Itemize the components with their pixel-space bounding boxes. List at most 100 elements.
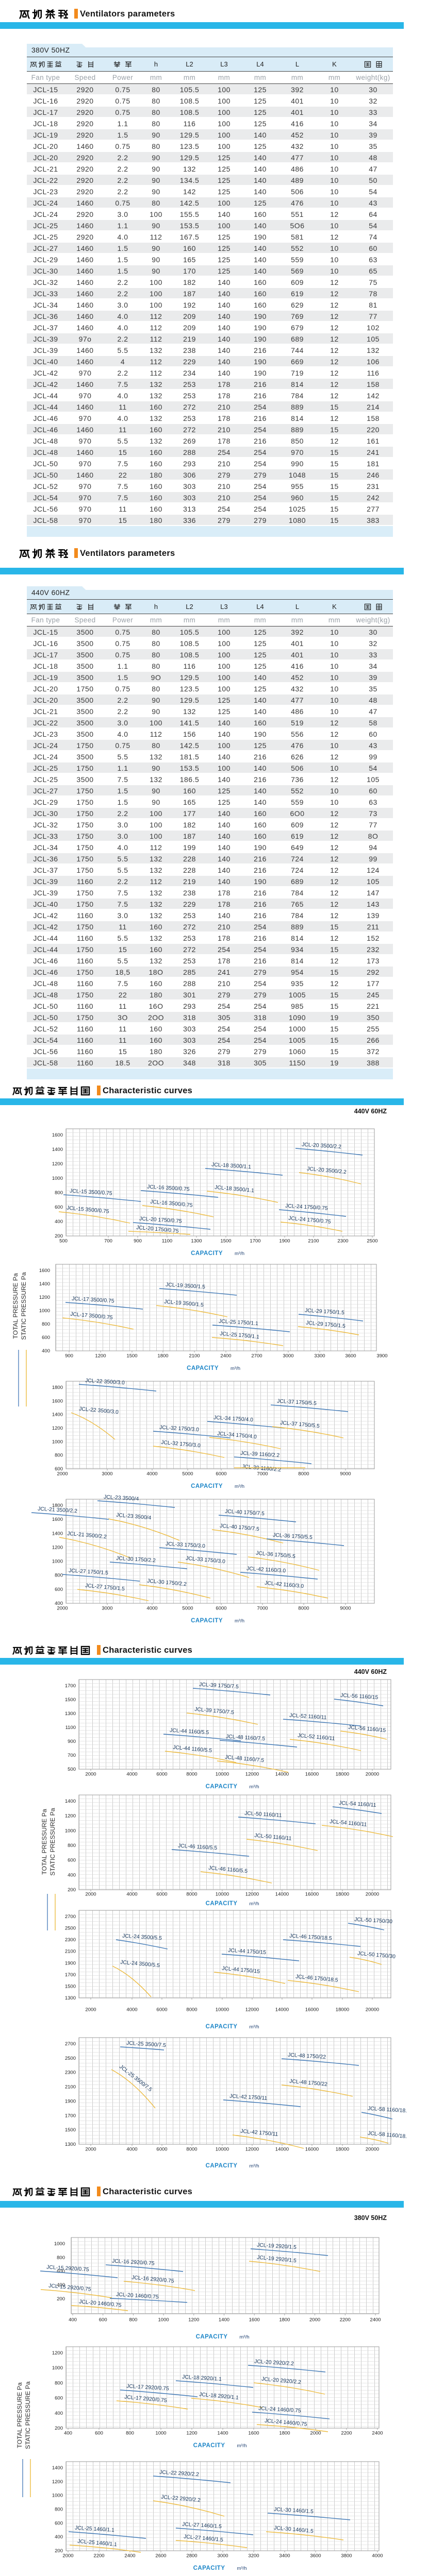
svg-text:JCL-20 3500/2.2: JCL-20 3500/2.2	[302, 1142, 342, 1150]
svg-text:1800: 1800	[157, 1353, 168, 1359]
svg-text:500: 500	[59, 1239, 68, 1244]
svg-text:2000: 2000	[310, 2431, 321, 2436]
svg-text:1000: 1000	[155, 2431, 166, 2436]
svg-text:4000: 4000	[126, 1892, 137, 1897]
svg-text:JCL-15 2920/0.75: JCL-15 2920/0.75	[46, 2265, 89, 2273]
svg-text:2300: 2300	[337, 1239, 348, 1244]
svg-text:1500: 1500	[65, 1697, 76, 1703]
svg-text:8000: 8000	[298, 1606, 309, 1612]
svg-text:2600: 2600	[155, 2553, 166, 2559]
svg-text:2700: 2700	[65, 2041, 76, 2047]
svg-text:3800: 3800	[341, 2553, 352, 2559]
svg-text:1400: 1400	[217, 2431, 228, 2436]
svg-text:JCL-29 1750/1.5: JCL-29 1750/1.5	[305, 1308, 345, 1316]
svg-text:400: 400	[55, 1601, 63, 1606]
svg-text:m³/h: m³/h	[250, 2163, 259, 2169]
svg-text:CAPACITY: CAPACITY	[206, 1901, 238, 1907]
svg-text:8000: 8000	[186, 2147, 197, 2153]
svg-text:JCL-46 1750/18.5: JCL-46 1750/18.5	[289, 1934, 332, 1942]
svg-text:1000: 1000	[52, 2493, 63, 2499]
svg-text:600: 600	[99, 2317, 107, 2323]
svg-text:JCL-17 2920/0.75: JCL-17 2920/0.75	[126, 2384, 169, 2392]
svg-text:1400: 1400	[52, 1531, 63, 1536]
svg-text:TOTAL PRESSURE Pa: TOTAL PRESSURE Pa	[41, 1809, 48, 1875]
svg-text:16000: 16000	[305, 2007, 319, 2013]
svg-text:JCL-19 2920/1.5: JCL-19 2920/1.5	[257, 2243, 297, 2251]
svg-text:18000: 18000	[336, 1892, 349, 1897]
svg-text:600: 600	[55, 1466, 63, 1472]
svg-text:JCL-30 1750/2.2: JCL-30 1750/2.2	[116, 1556, 156, 1564]
svg-text:2000: 2000	[57, 1606, 68, 1612]
svg-text:CAPACITY: CAPACITY	[193, 2443, 225, 2449]
svg-text:JCL-33 1750/3.0: JCL-33 1750/3.0	[166, 1541, 206, 1550]
svg-text:800: 800	[129, 2317, 137, 2323]
svg-text:4000: 4000	[126, 1772, 137, 1777]
svg-text:10000: 10000	[216, 2007, 229, 2013]
svg-text:1400: 1400	[219, 2317, 229, 2323]
svg-text:m³/h: m³/h	[250, 2024, 259, 2030]
svg-text:2300: 2300	[65, 1937, 76, 1943]
svg-text:3300: 3300	[314, 1353, 325, 1359]
svg-text:16000: 16000	[305, 1892, 319, 1897]
svg-text:JCL-52 1160/11: JCL-52 1160/11	[289, 1713, 327, 1721]
svg-text:3900: 3900	[376, 1353, 387, 1359]
svg-text:200: 200	[55, 2548, 63, 2554]
svg-text:JCL-25 1750/1.1: JCL-25 1750/1.1	[219, 1319, 259, 1327]
svg-text:1100: 1100	[162, 1239, 172, 1244]
svg-text:4000: 4000	[372, 2553, 383, 2559]
svg-text:700: 700	[68, 1753, 76, 1758]
svg-text:1700: 1700	[65, 1972, 76, 1978]
svg-text:1300: 1300	[65, 1711, 76, 1717]
svg-text:STATIC PRESSURE Pa: STATIC PRESSURE Pa	[20, 1272, 27, 1340]
svg-text:CAPACITY: CAPACITY	[206, 1784, 238, 1790]
svg-text:400: 400	[68, 1872, 76, 1878]
svg-text:600: 600	[42, 1335, 50, 1341]
svg-text:5000: 5000	[182, 1606, 193, 1612]
svg-text:6000: 6000	[216, 1471, 226, 1477]
svg-text:2400: 2400	[124, 2553, 135, 2559]
svg-text:800: 800	[55, 1453, 63, 1459]
svg-text:8000: 8000	[186, 2007, 197, 2013]
svg-text:600: 600	[68, 1858, 76, 1863]
svg-text:14000: 14000	[275, 1772, 289, 1777]
svg-text:CAPACITY: CAPACITY	[191, 1618, 223, 1624]
svg-text:2300: 2300	[65, 2070, 76, 2076]
svg-text:6000: 6000	[156, 2007, 167, 2013]
svg-text:JCL-48 1160/7.5: JCL-48 1160/7.5	[226, 1734, 266, 1742]
svg-text:1200: 1200	[52, 2479, 63, 2485]
svg-text:1700: 1700	[65, 1683, 76, 1689]
svg-text:1600: 1600	[39, 1268, 50, 1274]
svg-text:700: 700	[104, 1239, 112, 1244]
svg-text:2200: 2200	[340, 2317, 351, 2323]
svg-text:20000: 20000	[366, 2147, 379, 2153]
svg-text:600: 600	[57, 2269, 65, 2275]
svg-text:16000: 16000	[305, 2147, 319, 2153]
svg-text:JCL-44 1160/5.5: JCL-44 1160/5.5	[170, 1728, 209, 1736]
svg-text:1000: 1000	[52, 1439, 63, 1445]
svg-text:3000: 3000	[102, 1471, 112, 1477]
svg-text:20000: 20000	[366, 1892, 379, 1897]
svg-text:1600: 1600	[52, 1517, 63, 1522]
svg-text:600: 600	[55, 1587, 63, 1592]
svg-text:12000: 12000	[245, 1772, 259, 1777]
svg-text:1200: 1200	[52, 1426, 63, 1431]
svg-text:TOTAL PRESSURE Pa: TOTAL PRESSURE Pa	[16, 2382, 23, 2448]
svg-text:2000: 2000	[62, 2553, 73, 2559]
svg-text:CAPACITY: CAPACITY	[191, 1483, 223, 1489]
svg-text:JCL-16 3500/0.75: JCL-16 3500/0.75	[147, 1184, 190, 1193]
svg-text:STATIC PRESSURE Pa: STATIC PRESSURE Pa	[49, 1808, 56, 1876]
svg-text:800: 800	[55, 1573, 63, 1579]
svg-text:JCL-42 1160/3.0: JCL-42 1160/3.0	[246, 1566, 286, 1574]
svg-text:1000: 1000	[52, 1176, 63, 1181]
svg-text:500: 500	[68, 1767, 76, 1772]
svg-text:1000: 1000	[65, 1828, 76, 1834]
svg-text:3000: 3000	[283, 1353, 293, 1359]
svg-text:800: 800	[126, 2431, 134, 2436]
svg-text:STATIC PRESSURE Pa: STATIC PRESSURE Pa	[24, 2381, 31, 2449]
svg-text:JCL-18 2920/1.1: JCL-18 2920/1.1	[182, 2375, 222, 2383]
svg-text:1800: 1800	[52, 1385, 63, 1391]
svg-text:JCL-17 3500/0.75: JCL-17 3500/0.75	[72, 1296, 114, 1304]
svg-text:2000: 2000	[85, 2007, 96, 2013]
svg-text:1200: 1200	[52, 1161, 63, 1167]
svg-text:4000: 4000	[146, 1606, 157, 1612]
